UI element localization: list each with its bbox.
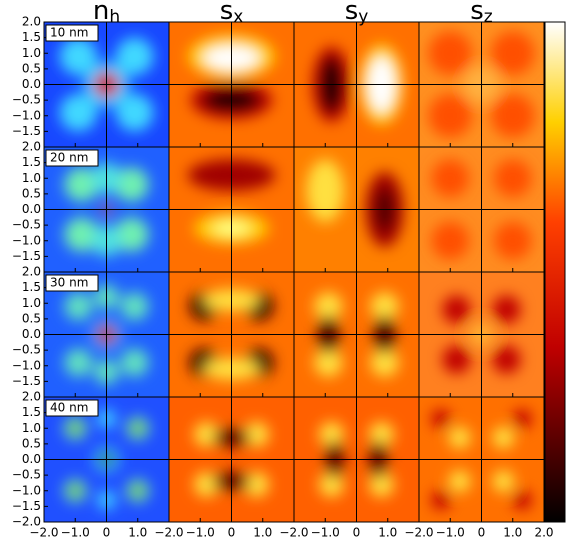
heatmap-blob bbox=[121, 349, 149, 377]
y-tick-label: 1.0 bbox=[22, 421, 41, 435]
heatmap-blob bbox=[133, 423, 143, 433]
y-tick-label: 1.0 bbox=[22, 46, 41, 60]
y-tick-label: −1.5 bbox=[12, 124, 41, 138]
y-tick-label: −2.0 bbox=[12, 515, 41, 529]
y-tick-label: 1.5 bbox=[22, 280, 41, 294]
heatmap-blob bbox=[491, 31, 535, 75]
heatmap-blob bbox=[121, 292, 149, 320]
heatmap-blob bbox=[64, 292, 92, 320]
x-tick-label: 0 bbox=[228, 526, 236, 540]
x-tick-label: 0 bbox=[103, 526, 111, 540]
x-tick-label: 0 bbox=[478, 526, 486, 540]
x-tick-label: −1.0 bbox=[186, 526, 215, 540]
y-tick-label: 2.0 bbox=[22, 15, 41, 29]
x-tick-label: −2.0 bbox=[154, 526, 183, 540]
x-tick-label: 0 bbox=[353, 526, 361, 540]
y-tick-label: 1.0 bbox=[22, 171, 41, 185]
y-tick-label: 2.0 bbox=[22, 390, 41, 404]
title-subscript: z bbox=[484, 7, 493, 27]
heatmap-blob bbox=[449, 427, 471, 449]
y-tick-label: 0.0 bbox=[22, 202, 41, 216]
heatmap-blob bbox=[449, 470, 471, 492]
y-tick-label: −1.5 bbox=[12, 499, 41, 513]
heatmap-blob bbox=[513, 491, 532, 510]
y-tick-label: 1.5 bbox=[22, 155, 41, 169]
heatmap-blob bbox=[428, 31, 472, 75]
y-tick-label: 0.5 bbox=[22, 436, 41, 450]
heatmap-blob bbox=[494, 160, 532, 198]
row-label: 20 nm bbox=[50, 151, 88, 165]
y-tick-label: 2.0 bbox=[22, 140, 41, 154]
heatmap-blob bbox=[64, 349, 92, 377]
y-tick-label: 1.0 bbox=[22, 296, 41, 310]
heatmap-blob bbox=[492, 427, 514, 449]
x-tick-label: −1.0 bbox=[311, 526, 340, 540]
heatmap-blob bbox=[432, 491, 451, 510]
heatmap-blob bbox=[491, 94, 535, 138]
x-tick-label: 1.0 bbox=[378, 526, 397, 540]
y-tick-label: 1.5 bbox=[22, 405, 41, 419]
x-tick-label: 1.0 bbox=[128, 526, 147, 540]
y-tick-label: 0.0 bbox=[22, 327, 41, 341]
y-tick-label: 0.0 bbox=[22, 77, 41, 91]
heatmap-blob bbox=[70, 486, 80, 496]
title-main: n bbox=[93, 0, 109, 26]
title-subscript: x bbox=[233, 7, 243, 27]
y-tick-label: 0.5 bbox=[22, 61, 41, 75]
heatmap-blob bbox=[432, 222, 470, 260]
heatmap-blob bbox=[492, 470, 514, 492]
y-tick-label: −0.5 bbox=[12, 93, 41, 107]
y-tick-label: −0.5 bbox=[12, 468, 41, 482]
y-tick-label: 2.0 bbox=[22, 265, 41, 279]
y-tick-label: −1.5 bbox=[12, 249, 41, 263]
column-title: sz bbox=[470, 0, 493, 27]
y-tick-label: −1.0 bbox=[12, 483, 41, 497]
x-tick-label: −2.0 bbox=[404, 526, 433, 540]
row-label: 40 nm bbox=[50, 401, 88, 415]
heatmap-blob bbox=[442, 345, 470, 373]
column-title: sx bbox=[220, 0, 244, 27]
heatmap-blob bbox=[513, 410, 532, 429]
x-tick-label: −1.0 bbox=[61, 526, 90, 540]
heatmap-blob bbox=[307, 160, 345, 223]
y-tick-label: −1.0 bbox=[12, 108, 41, 122]
heatmap-blob bbox=[133, 486, 143, 496]
y-tick-label: −1.0 bbox=[12, 358, 41, 372]
title-main: s bbox=[470, 0, 484, 26]
x-tick-label: 2.0 bbox=[534, 526, 553, 540]
row-label: 10 nm bbox=[50, 26, 88, 40]
y-tick-label: −0.5 bbox=[12, 343, 41, 357]
title-main: s bbox=[220, 0, 234, 26]
row-label: 30 nm bbox=[50, 276, 88, 290]
heatmap-blob bbox=[428, 94, 472, 138]
heatmap-blob bbox=[494, 222, 532, 260]
heatmap-blob bbox=[492, 345, 520, 373]
y-tick-label: 0.0 bbox=[22, 452, 41, 466]
title-subscript: y bbox=[358, 7, 368, 27]
heatmap-blob bbox=[492, 295, 520, 323]
x-tick-label: −1.0 bbox=[436, 526, 465, 540]
y-tick-label: 1.5 bbox=[22, 30, 41, 44]
y-tick-label: 0.5 bbox=[22, 186, 41, 200]
x-tick-label: 1.0 bbox=[503, 526, 522, 540]
y-tick-label: −1.0 bbox=[12, 233, 41, 247]
x-tick-label: −2.0 bbox=[279, 526, 308, 540]
y-tick-label: −1.5 bbox=[12, 374, 41, 388]
y-tick-label: 0.5 bbox=[22, 311, 41, 325]
heatmap-blob bbox=[432, 160, 470, 198]
colorbar bbox=[545, 22, 565, 522]
column-title: nh bbox=[93, 0, 120, 27]
heatmap-blob bbox=[442, 295, 470, 323]
title-subscript: h bbox=[109, 7, 120, 27]
y-tick-label: −0.5 bbox=[12, 218, 41, 232]
heatmap-blob bbox=[70, 423, 80, 433]
x-tick-label: 1.0 bbox=[253, 526, 272, 540]
column-title: sy bbox=[345, 0, 369, 27]
figure: −1.5−1.0−0.50.00.51.01.52.010 nm−1.5−1.0… bbox=[0, 0, 566, 542]
heatmap-blob bbox=[432, 410, 451, 429]
title-main: s bbox=[345, 0, 359, 26]
